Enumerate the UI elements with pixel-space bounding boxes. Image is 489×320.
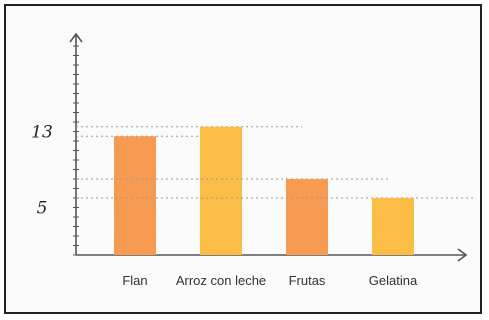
x-tick-label: Gelatina xyxy=(369,273,418,288)
bar-chart: Flan Arroz con leche Frutas Gelatina 13 5 xyxy=(31,32,474,288)
chart-frame: Flan Arroz con leche Frutas Gelatina 13 5 xyxy=(4,4,482,314)
bar-frutas xyxy=(286,179,328,255)
bar-flan xyxy=(114,136,156,255)
y-tick-label: 13 xyxy=(31,123,53,143)
x-tick-label: Flan xyxy=(122,273,147,288)
y-axis-arrow xyxy=(69,32,83,43)
x-tick-label: Frutas xyxy=(289,273,326,288)
y-tick-label: 5 xyxy=(37,199,48,219)
bar-arroz-con-leche xyxy=(200,126,242,255)
x-tick-label: Arroz con leche xyxy=(176,273,266,288)
x-axis-arrow xyxy=(457,248,468,262)
bar-gelatina xyxy=(372,198,414,255)
